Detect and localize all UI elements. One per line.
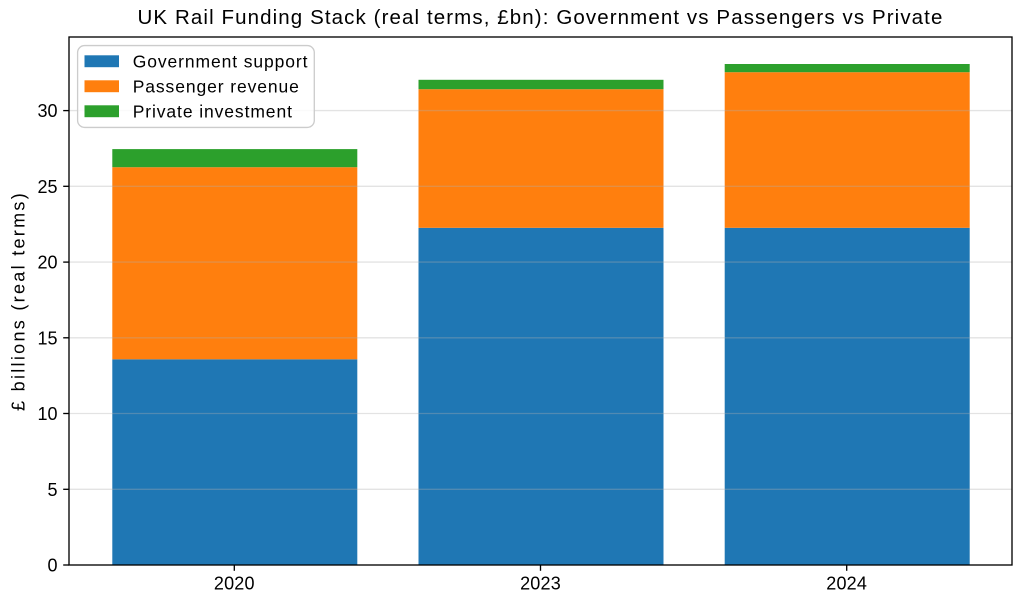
svg-text:Government support: Government support bbox=[133, 51, 309, 71]
svg-text:0: 0 bbox=[47, 556, 57, 576]
svg-text:25: 25 bbox=[37, 177, 57, 197]
svg-text:10: 10 bbox=[37, 404, 57, 424]
svg-text:2024: 2024 bbox=[826, 573, 867, 593]
svg-text:Private investment: Private investment bbox=[133, 101, 293, 121]
svg-text:£ billions (real terms): £ billions (real terms) bbox=[8, 191, 28, 411]
svg-text:15: 15 bbox=[37, 328, 57, 348]
svg-text:30: 30 bbox=[37, 101, 57, 121]
svg-text:20: 20 bbox=[37, 253, 57, 273]
svg-text:UK Rail Funding Stack (real te: UK Rail Funding Stack (real terms, £bn):… bbox=[138, 6, 944, 29]
svg-text:2023: 2023 bbox=[520, 573, 561, 593]
svg-text:2020: 2020 bbox=[214, 573, 255, 593]
svg-text:5: 5 bbox=[47, 480, 57, 500]
svg-text:Passenger revenue: Passenger revenue bbox=[133, 76, 300, 96]
